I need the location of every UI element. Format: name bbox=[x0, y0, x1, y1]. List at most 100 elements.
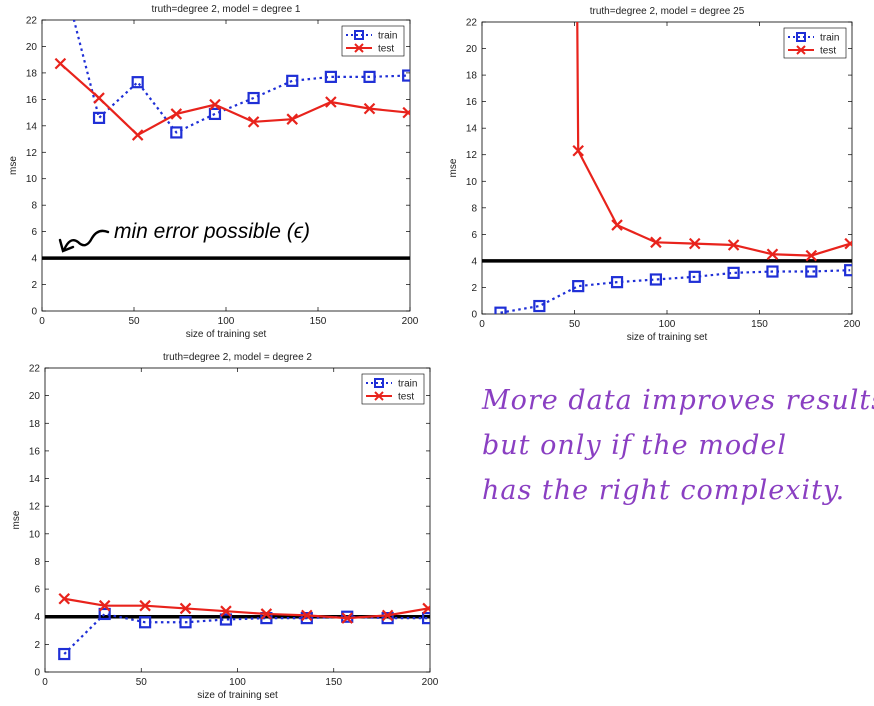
test-point bbox=[766, 248, 779, 261]
y-tick-label: 8 bbox=[34, 557, 40, 568]
y-tick-label: 10 bbox=[26, 174, 38, 185]
y-tick-label: 4 bbox=[31, 254, 37, 265]
train-point bbox=[766, 265, 779, 278]
y-tick-label: 18 bbox=[29, 419, 41, 430]
train-point bbox=[727, 266, 740, 279]
y-tick-label: 6 bbox=[31, 227, 37, 238]
legend-train-marker bbox=[796, 32, 806, 42]
legend-test-marker bbox=[374, 391, 384, 401]
test-series-line bbox=[64, 597, 429, 620]
plot-area bbox=[42, 20, 410, 260]
y-tick-label: 6 bbox=[471, 230, 477, 241]
train-point bbox=[208, 107, 222, 121]
test-point bbox=[805, 249, 818, 262]
y-tick-label: 10 bbox=[466, 177, 478, 188]
y-tick-label: 12 bbox=[29, 502, 41, 513]
legend: train test bbox=[783, 27, 847, 59]
train-point bbox=[58, 647, 71, 661]
plot-frame bbox=[41, 19, 411, 312]
test-point bbox=[247, 116, 260, 128]
train-point bbox=[92, 111, 106, 124]
y-tick-label: 16 bbox=[466, 97, 478, 108]
y-tick-label: 14 bbox=[29, 474, 41, 485]
y-tick-label: 22 bbox=[26, 16, 38, 27]
y-tick-label: 14 bbox=[466, 124, 478, 135]
train-point bbox=[247, 91, 260, 105]
x-tick-label: 200 bbox=[844, 319, 861, 330]
y-tick-label: 10 bbox=[29, 529, 41, 540]
test-point bbox=[402, 106, 410, 119]
legend-label: test bbox=[820, 46, 836, 57]
x-tick-label: 0 bbox=[39, 316, 45, 327]
y-tick-label: 8 bbox=[31, 201, 37, 212]
test-point bbox=[650, 236, 662, 249]
y-tick-label: 4 bbox=[34, 612, 40, 623]
train-point bbox=[494, 306, 507, 314]
test-point bbox=[422, 602, 430, 615]
y-tick-label: 2 bbox=[471, 283, 477, 294]
x-tick-label: 0 bbox=[479, 319, 485, 330]
y-tick-label: 2 bbox=[34, 640, 40, 651]
x-tick-label: 0 bbox=[42, 677, 48, 688]
train-point bbox=[381, 612, 394, 625]
y-tick-label: 0 bbox=[34, 668, 40, 679]
legend-label: train bbox=[398, 379, 417, 390]
test-point bbox=[170, 108, 183, 120]
x-axis-label: size of training set bbox=[627, 332, 708, 343]
plot-frame bbox=[481, 21, 853, 315]
x-tick-label: 50 bbox=[569, 319, 581, 330]
test-point bbox=[363, 102, 376, 115]
chart-title: truth=degree 2, model = degree 1 bbox=[152, 4, 301, 15]
y-tick-label: 22 bbox=[29, 364, 41, 375]
test-series-line bbox=[59, 62, 409, 137]
x-axis-label: size of training set bbox=[197, 690, 278, 701]
legend: train test bbox=[361, 373, 425, 405]
x-tick-label: 100 bbox=[218, 316, 235, 327]
y-tick-label: 8 bbox=[471, 203, 477, 214]
chart-1: truth=degree 2, model = degree 1 0 50 100 15… bbox=[8, 4, 419, 340]
test-point bbox=[611, 219, 623, 231]
plot-area bbox=[45, 592, 430, 661]
y-tick-label: 20 bbox=[26, 42, 38, 53]
x-tick-label: 150 bbox=[310, 316, 327, 327]
min-error-annotation: min error possible (ϵ) bbox=[114, 220, 310, 243]
x-tick-label: 50 bbox=[136, 677, 148, 688]
train-point bbox=[131, 76, 144, 89]
y-tick-label: 2 bbox=[31, 280, 37, 291]
plot-frame bbox=[44, 367, 431, 673]
train-point bbox=[402, 69, 410, 82]
chart-title: truth=degree 2, model = degree 2 bbox=[163, 352, 312, 363]
legend-test-marker bbox=[354, 43, 364, 53]
legend-label: train bbox=[820, 33, 839, 44]
note-line: More data improves results, bbox=[482, 385, 874, 416]
chart-title: truth=degree 2, model = degree 25 bbox=[590, 6, 745, 17]
y-axis-label: mse bbox=[448, 158, 459, 177]
x-tick-label: 100 bbox=[659, 319, 676, 330]
test-point bbox=[844, 237, 852, 250]
x-axis-label: size of training set bbox=[186, 329, 267, 340]
train-point bbox=[219, 613, 233, 626]
test-point bbox=[209, 98, 221, 111]
y-tick-label: 12 bbox=[466, 150, 478, 161]
train-point bbox=[533, 299, 546, 313]
test-point bbox=[260, 608, 273, 620]
legend-train-marker bbox=[354, 30, 364, 40]
test-point bbox=[139, 599, 151, 612]
train-point bbox=[179, 616, 192, 629]
test-point bbox=[572, 144, 584, 157]
y-axis-label: mse bbox=[8, 156, 19, 175]
test-point bbox=[58, 592, 71, 605]
test-point bbox=[688, 237, 701, 250]
train-point bbox=[170, 126, 183, 139]
train-point bbox=[300, 612, 313, 625]
legend-label: test bbox=[378, 44, 394, 55]
chart-2: truth=degree 2, model = degree 25 0 50 100 1… bbox=[448, 6, 861, 343]
test-point bbox=[220, 605, 232, 617]
train-point bbox=[421, 612, 430, 625]
train-point bbox=[98, 607, 111, 621]
legend-box bbox=[361, 373, 425, 405]
x-tick-label: 50 bbox=[128, 316, 140, 327]
y-tick-label: 20 bbox=[466, 44, 478, 55]
train-point bbox=[610, 276, 624, 289]
